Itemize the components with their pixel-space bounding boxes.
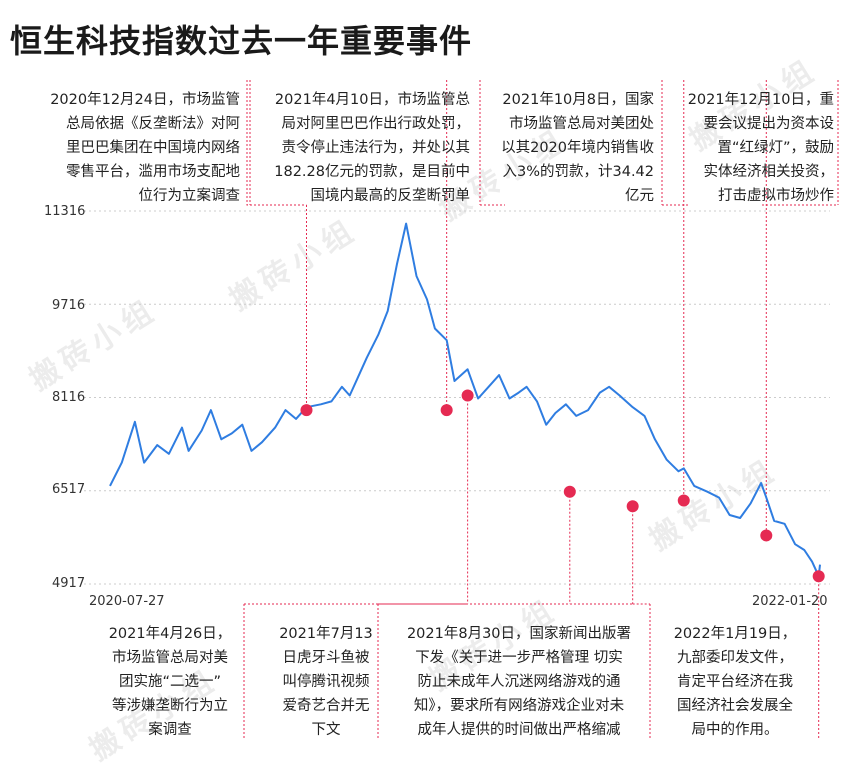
- annotation-traffic-light: 2021年12月10日，重 要会议提出为资本设 置“红绿灯”，鼓励 实体经济相关…: [687, 92, 834, 204]
- annotation-meituan-fine: 2021年10月8日，国家 市场监管总局对美团处 以其2020年境内销售收 入3…: [501, 92, 654, 204]
- y-tick-label: 6517: [52, 482, 86, 497]
- event-marker: [461, 389, 474, 402]
- event-marker: [300, 404, 313, 417]
- y-tick-label: 11316: [44, 204, 86, 219]
- event-marker: [677, 494, 690, 507]
- annotation-alibaba-fine: 2021年4月10日，市场监管总 局对阿里巴巴作出行政处罚， 责令停止违法行为，…: [274, 92, 470, 204]
- x-tick-label: 2020-07-27: [89, 594, 165, 609]
- annotation-connector: [377, 603, 633, 740]
- event-marker: [626, 500, 639, 513]
- annotation-huya-douyu: 2021年7月13 日虎牙斗鱼被 叫停腾讯视频 爱奇艺合并无 下文: [279, 626, 373, 738]
- annotation-alibaba-investigation: 2020年12月24日，市场监管 总局依据《反垄断法》对阿 里巴巴集团在中国境内…: [50, 92, 240, 204]
- series-line: [109, 222, 821, 578]
- y-tick-label: 8116: [52, 390, 86, 405]
- event-marker: [563, 485, 576, 498]
- annotation-meituan-investigation: 2021年4月26日， 市场监管总局对美 团实施“二选一” 等涉嫌垄断行为立 案…: [108, 626, 232, 738]
- event-marker: [812, 570, 825, 583]
- annotation-platform-economy: 2022年1月19日， 九部委印发文件， 肯定平台经济在我 国经济社会发展全 局…: [673, 626, 797, 738]
- x-tick-label: 2022-01-20: [752, 594, 828, 609]
- chart-title: 恒生科技指数过去一年重要事件: [10, 22, 473, 60]
- annotation-gaming-minors: 2021年8月30日，国家新闻出版署 下发《关于进一步严格管理 切实 防止未成年…: [406, 626, 632, 738]
- annotation-connector: [632, 603, 651, 740]
- event-marker: [440, 404, 453, 417]
- y-tick-label: 9716: [52, 298, 86, 313]
- y-tick-label: 4917: [52, 576, 86, 591]
- annotation-connector: [246, 80, 307, 206]
- event-marker: [760, 529, 773, 542]
